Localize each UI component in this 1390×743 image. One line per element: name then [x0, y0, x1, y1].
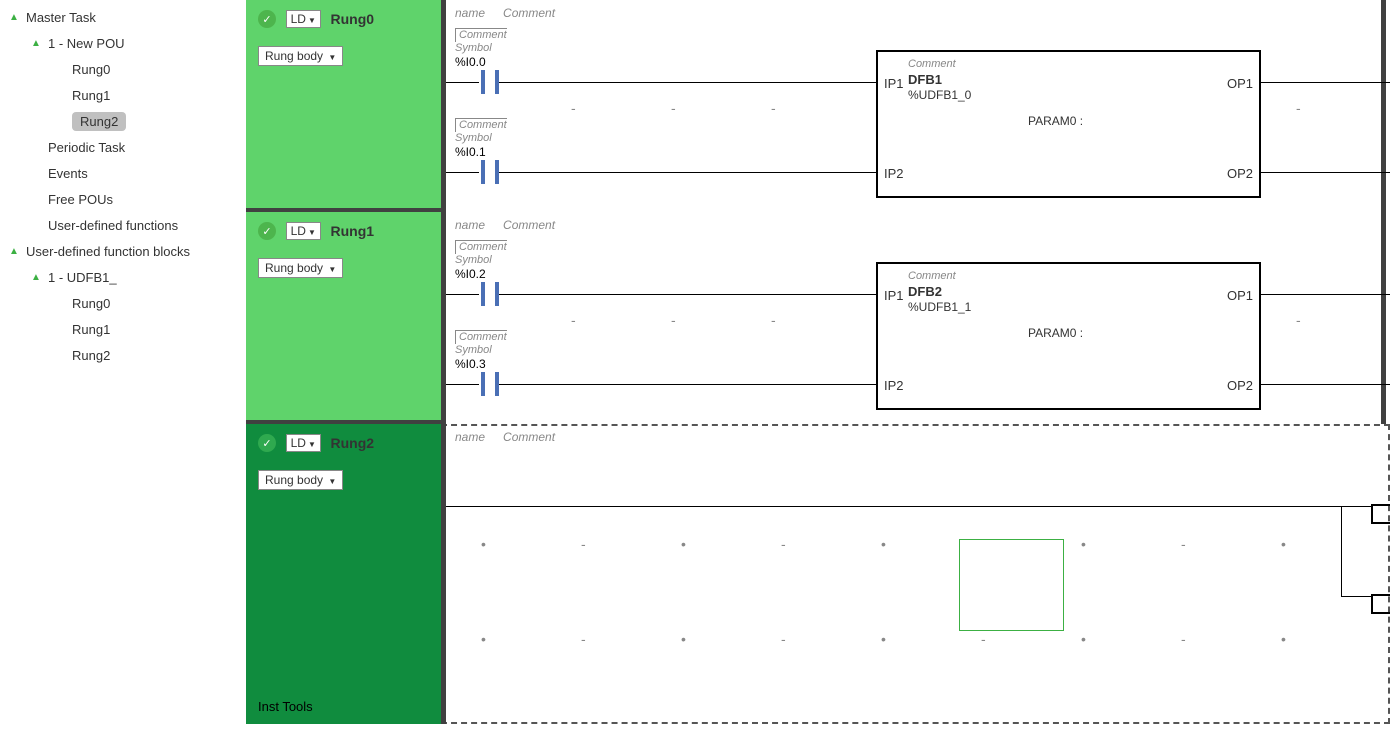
ld-dropdown[interactable]: LD▼ — [286, 434, 321, 452]
tree-rung2[interactable]: Rung2 — [0, 108, 246, 134]
operate-block-2[interactable]: %MW1 := DFB2.PARAM0 %MW1 := %UDFB1_1.PAR… — [1371, 564, 1390, 614]
tree-udfb1[interactable]: ▲1 - UDFB1_ — [0, 264, 246, 290]
right-rail — [1381, 0, 1386, 212]
tree-u-rung2[interactable]: Rung2 — [0, 342, 246, 368]
contact-ip1[interactable] — [479, 70, 501, 94]
ld-dropdown[interactable]: LD▼ — [286, 222, 321, 240]
contact-ip2[interactable] — [479, 160, 501, 184]
rung-label: Rung1 — [331, 223, 375, 239]
rung-label: Rung0 — [331, 11, 375, 27]
input1-labels: Comment Symbol %I0.2 — [455, 240, 507, 281]
right-rail — [1381, 212, 1386, 424]
fb-name: DFB1 — [908, 72, 942, 87]
left-rail — [441, 0, 446, 212]
input1-labels: Comment Symbol %I0.0 — [455, 28, 507, 69]
input2-labels: Comment Symbol %I0.3 — [455, 330, 507, 371]
body-dropdown[interactable]: Rung body ▼ — [258, 470, 343, 490]
selection-box[interactable] — [959, 539, 1064, 631]
tree-free-pous[interactable]: ▲Free POUs — [0, 186, 246, 212]
function-block[interactable]: Comment DFB1 %UDFB1_0 IP1 IP2 OP1 OP2 PA… — [876, 50, 1261, 198]
tree-new-pou[interactable]: ▲1 - New POU — [0, 30, 246, 56]
fb-instance: %UDFB1_1 — [908, 300, 971, 314]
canvas-header: nameComment — [455, 430, 555, 444]
inst-tools-label: Inst Tools — [258, 699, 313, 714]
tree-u-rung1[interactable]: Rung1 — [0, 316, 246, 342]
tree-master-task[interactable]: ▲Master Task — [0, 4, 246, 30]
rung0-gutter: ✓ LD▼ Rung0 Rung body ▼ — [246, 0, 441, 212]
check-icon: ✓ — [258, 434, 276, 452]
project-tree: ▲Master Task ▲1 - New POU Rung0 Rung1 Ru… — [0, 0, 246, 743]
function-block[interactable]: Comment DFB2 %UDFB1_1 IP1 IP2 OP1 OP2 PA… — [876, 262, 1261, 410]
rung-label: Rung2 — [331, 435, 375, 451]
fb-instance: %UDFB1_0 — [908, 88, 971, 102]
tree-rung1[interactable]: Rung1 — [0, 82, 246, 108]
chevron-icon: ▲ — [30, 38, 42, 49]
tree-events[interactable]: ▲Events — [0, 160, 246, 186]
contact-ip1[interactable] — [479, 282, 501, 306]
left-rail — [441, 212, 446, 424]
input2-labels: Comment Symbol %I0.1 — [455, 118, 507, 159]
tree-periodic-task[interactable]: ▲Periodic Task — [0, 134, 246, 160]
body-dropdown[interactable]: Rung body ▼ — [258, 46, 343, 66]
left-rail — [441, 424, 446, 724]
canvas-header: nameComment — [455, 6, 555, 20]
ladder-editor: ✓ LD▼ Rung0 Rung body ▼ nameComment Comm… — [246, 0, 1390, 743]
chevron-icon: ▲ — [8, 246, 20, 257]
rung0-canvas[interactable]: nameComment Comment Symbol %I0.0 Comment… — [441, 0, 1390, 212]
check-icon: ✓ — [258, 10, 276, 28]
operate-block-1[interactable]: %MW0 := DFB1.PARAM0 %MW0 := %UDFB1_0.PAR… — [1371, 474, 1390, 524]
body-dropdown[interactable]: Rung body ▼ — [258, 258, 343, 278]
tree-udfb[interactable]: ▲User-defined function blocks — [0, 238, 246, 264]
rung2-gutter: ✓ LD▼ Rung2 Rung body ▼ Inst Tools — [246, 424, 441, 724]
contact-ip2[interactable] — [479, 372, 501, 396]
rung1-gutter: ✓ LD▼ Rung1 Rung body ▼ — [246, 212, 441, 424]
fb-name: DFB2 — [908, 284, 942, 299]
tree-udf[interactable]: ▲User-defined functions — [0, 212, 246, 238]
tree-rung0[interactable]: Rung0 — [0, 56, 246, 82]
ld-dropdown[interactable]: LD▼ — [286, 10, 321, 28]
canvas-header: nameComment — [455, 218, 555, 232]
rung2-canvas[interactable]: nameComment %MW0 := DFB1.PARAM0 %MW0 := … — [441, 424, 1390, 724]
rung1-canvas[interactable]: nameComment Comment Symbol %I0.2 Comment… — [441, 212, 1390, 424]
chevron-icon: ▲ — [30, 272, 42, 283]
chevron-icon: ▲ — [8, 12, 20, 23]
tree-u-rung0[interactable]: Rung0 — [0, 290, 246, 316]
check-icon: ✓ — [258, 222, 276, 240]
